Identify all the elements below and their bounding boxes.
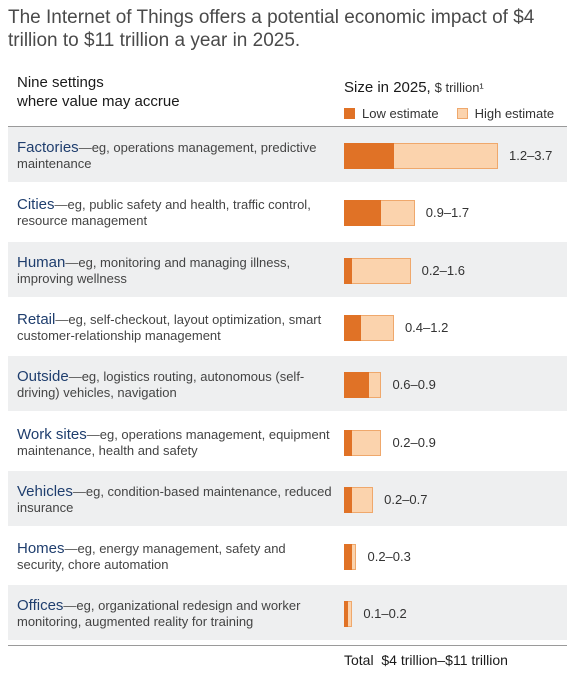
- size-header-label: Size in 2025,: [344, 79, 431, 96]
- low-estimate-bar: [344, 429, 353, 456]
- category-description: eg, condition-based maintenance, reduced…: [17, 483, 332, 515]
- category-label: Human: [17, 253, 66, 271]
- size-column-header: Size in 2025, $ trillion¹: [344, 79, 484, 96]
- row-text: Work sites—eg, operations management, eq…: [17, 425, 330, 458]
- category-description: eg, monitoring and managing illness, imp…: [17, 254, 291, 286]
- range-label: 0.1–0.2: [363, 606, 407, 622]
- chart-row: Offices—eg, organizational redesign and …: [8, 585, 567, 641]
- category-description: eg, organizational redesign and worker m…: [17, 598, 301, 630]
- low-estimate-bar: [344, 601, 349, 628]
- chart-row: Homes—eg, energy management, safety and …: [8, 528, 567, 583]
- bar-area: 0.6–0.9: [344, 356, 564, 411]
- chart-row: Cities—eg, public safety and health, tra…: [8, 184, 567, 239]
- row-text: Retail—eg, self-checkout, layout optimiz…: [17, 310, 322, 343]
- chart-row: Factories—eg, operations management, pre…: [8, 127, 567, 182]
- category-description: eg, logistics routing, autonomous (self-…: [17, 369, 305, 401]
- range-label: 0.6–0.9: [392, 377, 436, 393]
- legend-high-label: High estimate: [474, 106, 555, 121]
- low-estimate-bar: [344, 372, 369, 399]
- range-label: 1.2–3.7: [509, 148, 553, 163]
- range-label: 0.2–1.6: [421, 262, 465, 278]
- legend-low-swatch: [344, 108, 355, 119]
- range-label: 0.2–0.9: [392, 434, 436, 450]
- row-text: Offices—eg, organizational redesign and …: [17, 597, 301, 630]
- category-label: Retail: [17, 310, 56, 328]
- range-label: 0.9–1.7: [425, 205, 470, 221]
- bar-area: 1.2–3.7: [344, 127, 564, 182]
- low-estimate-bar: [344, 544, 353, 571]
- high-estimate-bar: [344, 257, 411, 284]
- range-label: 0.2–0.7: [384, 491, 428, 507]
- chart-row: Human—eg, monitoring and managing illnes…: [8, 241, 567, 297]
- legend-high-swatch: [456, 108, 468, 119]
- category-description: eg, self-checkout, layout optimization, …: [17, 311, 322, 343]
- row-text: Human—eg, monitoring and managing illnes…: [17, 253, 291, 286]
- total-divider: [8, 645, 567, 646]
- row-text: Factories—eg, operations management, pre…: [17, 139, 317, 172]
- low-estimate-bar: [344, 200, 382, 227]
- low-estimate-bar: [344, 486, 353, 513]
- size-header-unit: $ trillion¹: [434, 80, 484, 95]
- chart-title: The Internet of Things offers a potentia…: [8, 7, 535, 51]
- legend: Low estimate High estimate: [344, 106, 554, 121]
- category-description: eg, public safety and health, traffic co…: [17, 197, 311, 229]
- range-label: 0.4–1.2: [404, 319, 449, 335]
- category-description: eg, operations management, equipment mai…: [17, 426, 330, 458]
- chart-row: Work sites—eg, operations management, eq…: [8, 414, 567, 469]
- chart-row: Vehicles—eg, condition-based maintenance…: [8, 470, 567, 526]
- header-divider: [8, 126, 567, 127]
- row-text: Outside—eg, logistics routing, autonomou…: [17, 368, 305, 401]
- bar-area: 0.9–1.7: [344, 184, 564, 239]
- low-estimate-bar: [344, 257, 353, 284]
- row-text: Homes—eg, energy management, safety and …: [17, 540, 286, 573]
- category-label: Outside: [17, 368, 69, 386]
- category-label: Cities: [17, 196, 55, 214]
- range-label: 0.2–0.3: [367, 549, 411, 565]
- category-label: Vehicles: [17, 482, 73, 500]
- low-estimate-bar: [344, 314, 361, 341]
- category-label: Factories: [17, 139, 79, 156]
- settings-header-line1: Nine settings: [17, 74, 104, 91]
- category-label: Offices: [17, 597, 64, 615]
- low-estimate-bar: [344, 143, 394, 169]
- category-label: Work sites: [17, 425, 87, 443]
- bar-area: 0.2–1.6: [344, 242, 564, 297]
- bar-area: 0.2–0.7: [344, 471, 564, 526]
- total-value: $4 trillion–$11 trillion: [381, 652, 508, 668]
- bar-area: 0.4–1.2: [344, 299, 564, 354]
- category-description: eg, energy management, safety and securi…: [17, 541, 286, 573]
- chart-row: Retail—eg, self-checkout, layout optimiz…: [8, 299, 567, 354]
- total-label: Total: [344, 652, 374, 668]
- legend-low-label: Low estimate: [362, 106, 439, 121]
- row-text: Cities—eg, public safety and health, tra…: [17, 196, 311, 229]
- bar-area: 0.1–0.2: [344, 585, 564, 640]
- settings-column-header: Nine settings where value may accrue: [17, 73, 180, 111]
- row-text: Vehicles—eg, condition-based maintenance…: [17, 482, 332, 515]
- bar-area: 0.2–0.9: [344, 414, 564, 469]
- category-description: eg, operations management, predictive ma…: [17, 140, 317, 171]
- total-line: Total $4 trillion–$11 trillion: [344, 652, 508, 668]
- settings-header-line2: where value may accrue: [17, 93, 180, 110]
- bar-area: 0.2–0.3: [344, 528, 564, 583]
- chart-row: Outside—eg, logistics routing, autonomou…: [8, 356, 567, 412]
- category-label: Homes: [17, 540, 65, 558]
